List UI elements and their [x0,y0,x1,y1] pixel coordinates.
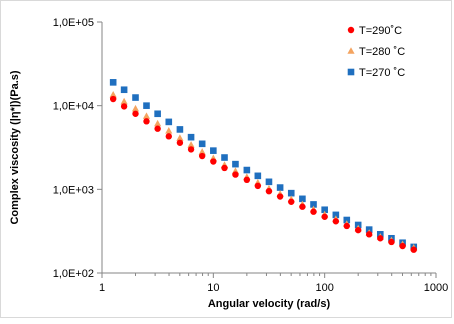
data-point-circle [210,158,217,165]
data-point-square [332,211,340,219]
data-point-circle [265,187,273,195]
data-point-square [243,166,251,174]
data-point-triangle [187,141,195,148]
data-point-circle [176,139,184,146]
viscosity-chart: 1 10 100 1000 1,0E+02 1,0E+03 1,0E+04 1,0E+05 T… [9,17,449,310]
legend-label: T=270 ˚C [359,67,405,79]
data-point-triangle [198,148,206,155]
x-tick-label: 1 [99,282,105,294]
data-point-circle [120,103,128,110]
data-point-triangle [176,134,184,141]
data-point-triangle [154,119,162,127]
data-point-square [120,86,128,94]
data-point-circle [399,242,406,250]
data-point-square [265,178,273,186]
data-point-square [176,126,184,133]
data-point-triangle [142,112,151,119]
data-point-triangle [120,97,128,105]
data-point-triangle [165,127,173,134]
legend-marker-circle [347,26,355,34]
data-point-circle [154,125,161,132]
legend: T=290˚C T=280 ˚C T=270 ˚C [347,25,405,79]
data-points [109,79,418,253]
data-point-square [143,102,150,109]
data-point-square [210,147,217,154]
data-point-circle [288,198,295,205]
legend-label: T=290˚C [359,25,402,37]
x-axis-title: Angular velocity (rad/s) [208,298,331,310]
data-point-circle [276,193,284,200]
data-point-circle [143,118,150,125]
legend-marker-square [347,68,355,76]
y-tick-label: 1,0E+04 [53,101,94,113]
data-point-circle [332,218,340,225]
x-tick-label: 10 [207,282,219,294]
data-point-circle [343,222,350,230]
y-tick-label: 1,0E+05 [53,17,94,29]
data-point-square [187,133,195,141]
series-square [109,79,418,251]
data-point-square [165,118,173,126]
y-tick-label: 1,0E+02 [53,268,94,280]
series-circle [109,95,417,253]
data-point-square [254,172,262,180]
data-point-circle [354,226,362,234]
data-point-circle [165,133,172,140]
data-point-square [221,154,228,161]
x-tick-label: 1000 [424,282,448,294]
legend-label: T=280 ˚C [359,46,405,58]
data-point-circle [388,238,395,246]
axes [97,21,437,278]
data-point-circle [132,110,139,117]
data-point-circle [232,171,239,178]
data-point-square [287,189,295,197]
legend-marker-triangle [347,47,355,54]
data-point-square [109,79,117,86]
data-point-circle [221,164,228,172]
data-point-square [321,206,328,214]
data-point-square [276,184,284,191]
data-point-square [299,195,306,203]
x-tick-label: 100 [315,282,333,294]
data-point-triangle [131,104,140,112]
data-point-square [232,160,239,168]
y-tick-label: 1,0E+03 [53,184,94,196]
data-point-circle [109,95,117,103]
data-point-square [343,216,351,224]
data-point-circle [299,203,306,210]
tick-labels: 1 10 100 1000 1,0E+02 1,0E+03 1,0E+04 1,0E+05 [53,17,449,294]
data-point-circle [187,146,195,153]
data-point-triangle [109,90,117,98]
data-point-square [198,140,206,148]
data-point-circle [321,213,328,220]
chart-frame: 1 10 100 1000 1,0E+02 1,0E+03 1,0E+04 1,0E+05 T… [0,0,452,318]
y-axis-title: Complex viscosity (|η*|)(Pa.s) [9,70,21,224]
data-point-circle [410,246,417,253]
data-point-circle [310,208,317,215]
data-point-circle [377,235,384,242]
data-point-square [154,110,161,118]
data-point-square [310,201,317,208]
data-point-circle [198,152,206,160]
data-point-square [132,94,139,101]
data-point-circle [254,182,262,190]
data-point-circle [365,231,373,238]
data-point-circle [243,176,251,184]
